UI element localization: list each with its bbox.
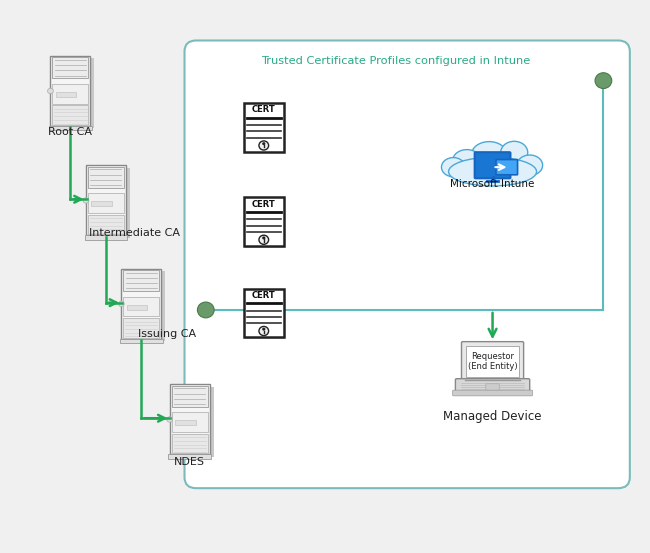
FancyBboxPatch shape xyxy=(168,455,211,458)
FancyBboxPatch shape xyxy=(456,379,530,393)
FancyBboxPatch shape xyxy=(53,84,88,103)
Ellipse shape xyxy=(448,157,536,186)
FancyBboxPatch shape xyxy=(127,305,148,310)
FancyBboxPatch shape xyxy=(244,103,284,152)
FancyBboxPatch shape xyxy=(466,346,519,377)
Text: CERT: CERT xyxy=(252,200,276,208)
FancyBboxPatch shape xyxy=(122,269,161,339)
Text: Managed Device: Managed Device xyxy=(443,410,542,423)
FancyBboxPatch shape xyxy=(124,318,159,338)
Circle shape xyxy=(167,417,173,422)
Text: Root CA: Root CA xyxy=(49,127,92,137)
Text: NDES: NDES xyxy=(174,457,205,467)
Ellipse shape xyxy=(441,158,465,177)
FancyBboxPatch shape xyxy=(88,166,124,187)
FancyBboxPatch shape xyxy=(124,270,159,291)
Text: Intermediate CA: Intermediate CA xyxy=(90,228,181,238)
FancyBboxPatch shape xyxy=(53,105,88,125)
Ellipse shape xyxy=(452,150,481,172)
FancyBboxPatch shape xyxy=(244,289,284,337)
Circle shape xyxy=(259,141,268,150)
Circle shape xyxy=(259,235,268,244)
Circle shape xyxy=(118,301,124,306)
FancyBboxPatch shape xyxy=(84,236,127,239)
FancyBboxPatch shape xyxy=(49,126,92,130)
Circle shape xyxy=(198,302,214,318)
FancyBboxPatch shape xyxy=(244,197,284,246)
Ellipse shape xyxy=(472,142,507,167)
Circle shape xyxy=(259,326,268,336)
FancyBboxPatch shape xyxy=(474,152,510,178)
FancyBboxPatch shape xyxy=(120,339,162,343)
FancyBboxPatch shape xyxy=(124,297,159,316)
Circle shape xyxy=(83,198,89,203)
Circle shape xyxy=(595,73,612,88)
FancyBboxPatch shape xyxy=(90,168,130,238)
FancyBboxPatch shape xyxy=(185,40,630,488)
Text: Microsoft Intune: Microsoft Intune xyxy=(450,179,535,190)
Text: CERT: CERT xyxy=(252,291,276,300)
Ellipse shape xyxy=(500,142,528,164)
FancyBboxPatch shape xyxy=(172,385,208,406)
FancyBboxPatch shape xyxy=(88,215,124,234)
Ellipse shape xyxy=(517,155,543,175)
Text: Requestor
(End Entity): Requestor (End Entity) xyxy=(468,352,517,371)
FancyBboxPatch shape xyxy=(246,199,285,248)
FancyBboxPatch shape xyxy=(175,420,196,425)
FancyBboxPatch shape xyxy=(246,105,285,153)
FancyBboxPatch shape xyxy=(51,56,90,126)
Circle shape xyxy=(47,88,53,93)
Text: CERT: CERT xyxy=(252,106,276,114)
FancyBboxPatch shape xyxy=(172,434,208,453)
FancyBboxPatch shape xyxy=(86,165,126,236)
FancyBboxPatch shape xyxy=(172,413,208,432)
FancyBboxPatch shape xyxy=(125,272,165,341)
Circle shape xyxy=(262,142,265,145)
FancyBboxPatch shape xyxy=(53,57,88,78)
FancyBboxPatch shape xyxy=(486,384,499,390)
FancyBboxPatch shape xyxy=(246,290,285,339)
FancyBboxPatch shape xyxy=(88,194,124,213)
FancyBboxPatch shape xyxy=(452,390,532,396)
FancyBboxPatch shape xyxy=(496,159,517,175)
FancyBboxPatch shape xyxy=(174,387,213,457)
FancyBboxPatch shape xyxy=(462,342,524,381)
FancyBboxPatch shape xyxy=(91,201,112,206)
FancyBboxPatch shape xyxy=(55,59,94,128)
Text: Trusted Certificate Profiles configured in Intune: Trusted Certificate Profiles configured … xyxy=(261,55,530,66)
FancyBboxPatch shape xyxy=(170,384,210,455)
Circle shape xyxy=(262,328,265,331)
Text: Issuing CA: Issuing CA xyxy=(138,329,196,340)
Circle shape xyxy=(262,237,265,239)
FancyBboxPatch shape xyxy=(56,92,76,97)
